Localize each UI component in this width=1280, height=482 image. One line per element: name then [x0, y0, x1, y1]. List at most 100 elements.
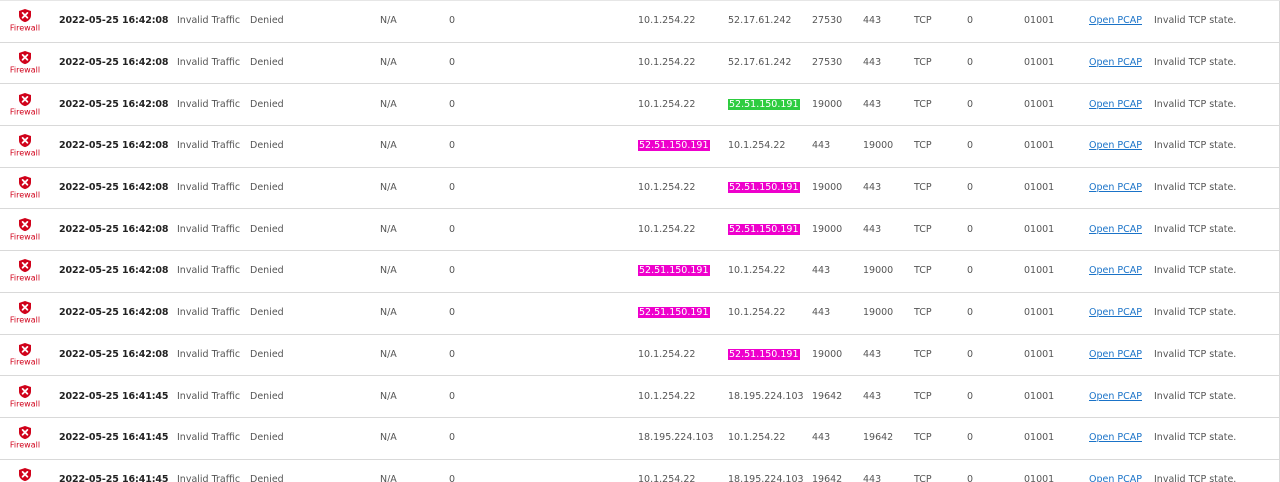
event-type-cell: Firewall — [8, 176, 42, 201]
destination-ip: 10.1.254.22 — [728, 265, 786, 277]
destination-ip: 52.17.61.242 — [728, 57, 792, 69]
table-row[interactable]: Firewall 2022-05-25 16:41:45 Invalid Tra… — [0, 376, 1280, 418]
action: Denied — [250, 57, 284, 69]
source-ip: 10.1.254.22 — [638, 348, 696, 360]
user: N/A — [380, 223, 397, 235]
event-type-cell: Firewall — [8, 467, 42, 482]
table-row[interactable]: Firewall 2022-05-25 16:42:08 Invalid Tra… — [0, 84, 1280, 127]
action: Denied — [250, 432, 284, 444]
open-pcap-link[interactable]: Open PCAP — [1089, 57, 1142, 69]
table-row[interactable]: Firewall 2022-05-25 16:42:08 Invalid Tra… — [0, 334, 1280, 377]
open-pcap-link[interactable]: Open PCAP — [1089, 473, 1142, 482]
firewall-x-icon — [19, 342, 31, 356]
destination-ip: 52.51.150.191 — [728, 98, 800, 110]
category: Invalid Traffic — [177, 223, 241, 235]
user: N/A — [380, 182, 397, 194]
action: Denied — [250, 348, 284, 360]
source-port: 19642 — [812, 390, 843, 402]
count-value: 0 — [449, 57, 456, 69]
firewall-x-icon — [19, 301, 31, 315]
source-ip: 52.51.150.191 — [638, 140, 710, 152]
action: Denied — [250, 307, 284, 319]
source-port: 27530 — [812, 15, 843, 27]
source-ip: 10.1.254.22 — [638, 223, 696, 235]
event-type-label: Firewall — [9, 107, 41, 117]
action: Denied — [250, 182, 284, 194]
user: N/A — [380, 57, 397, 69]
source-ip: 10.1.254.22 — [638, 182, 696, 194]
open-pcap-link[interactable]: Open PCAP — [1089, 182, 1142, 194]
table-row[interactable]: Firewall 2022-05-25 16:42:08 Invalid Tra… — [0, 42, 1280, 85]
event-message: Invalid TCP state. — [1154, 473, 1237, 482]
table-row[interactable]: Firewall 2022-05-25 16:42:08 Invalid Tra… — [0, 126, 1280, 168]
event-message: Invalid TCP state. — [1154, 57, 1237, 69]
source-ip: 10.1.254.22 — [638, 57, 696, 69]
table-row[interactable]: Firewall 2022-05-25 16:41:45 Invalid Tra… — [0, 459, 1280, 482]
event-message: Invalid TCP state. — [1154, 223, 1237, 235]
timestamp: 2022-05-25 16:41:45 — [59, 390, 169, 402]
event-message: Invalid TCP state. — [1154, 98, 1237, 110]
firewall-x-icon — [19, 217, 31, 231]
table-row[interactable]: Firewall 2022-05-25 16:42:08 Invalid Tra… — [0, 1, 1280, 43]
source-port: 19642 — [812, 473, 843, 482]
open-pcap-link[interactable]: Open PCAP — [1089, 98, 1142, 110]
open-pcap-link[interactable]: Open PCAP — [1089, 432, 1142, 444]
timestamp: 2022-05-25 16:42:08 — [59, 140, 169, 152]
table-row[interactable]: Firewall 2022-05-25 16:42:08 Invalid Tra… — [0, 292, 1280, 335]
count-value: 0 — [449, 473, 456, 482]
event-message: Invalid TCP state. — [1154, 348, 1237, 360]
destination-port: 19000 — [863, 265, 894, 277]
protocol: TCP — [914, 307, 932, 319]
open-pcap-link[interactable]: Open PCAP — [1089, 265, 1142, 277]
event-message: Invalid TCP state. — [1154, 432, 1237, 444]
rule-id: 01001 — [1024, 265, 1055, 277]
count-value: 0 — [449, 98, 456, 110]
event-type-cell: Firewall — [8, 134, 42, 159]
rule-id: 01001 — [1024, 348, 1055, 360]
event-message: Invalid TCP state. — [1154, 140, 1237, 152]
source-port: 443 — [812, 265, 831, 277]
timestamp: 2022-05-25 16:42:08 — [59, 15, 169, 27]
open-pcap-link[interactable]: Open PCAP — [1089, 307, 1142, 319]
table-row[interactable]: Firewall 2022-05-25 16:42:08 Invalid Tra… — [0, 167, 1280, 210]
open-pcap-link[interactable]: Open PCAP — [1089, 140, 1142, 152]
open-pcap-link[interactable]: Open PCAP — [1089, 223, 1142, 235]
secondary-value: 0 — [967, 432, 974, 444]
category: Invalid Traffic — [177, 140, 241, 152]
count-value: 0 — [449, 15, 456, 27]
destination-port: 443 — [863, 15, 882, 27]
category: Invalid Traffic — [177, 265, 241, 277]
action: Denied — [250, 473, 284, 482]
destination-port: 443 — [863, 182, 882, 194]
table-row[interactable]: Firewall 2022-05-25 16:41:45 Invalid Tra… — [0, 417, 1280, 460]
table-row[interactable]: Firewall 2022-05-25 16:42:08 Invalid Tra… — [0, 251, 1280, 293]
rule-id: 01001 — [1024, 223, 1055, 235]
action: Denied — [250, 390, 284, 402]
user: N/A — [380, 473, 397, 482]
destination-ip: 18.195.224.103 — [728, 473, 804, 482]
source-ip: 10.1.254.22 — [638, 15, 696, 27]
rule-id: 01001 — [1024, 182, 1055, 194]
open-pcap-link[interactable]: Open PCAP — [1089, 390, 1142, 402]
source-port: 19000 — [812, 98, 843, 110]
event-type-cell: Firewall — [8, 384, 42, 409]
source-port: 443 — [812, 140, 831, 152]
table-row[interactable]: Firewall 2022-05-25 16:42:08 Invalid Tra… — [0, 209, 1280, 252]
open-pcap-link[interactable]: Open PCAP — [1089, 15, 1142, 27]
timestamp: 2022-05-25 16:42:08 — [59, 223, 169, 235]
secondary-value: 0 — [967, 182, 974, 194]
user: N/A — [380, 348, 397, 360]
user: N/A — [380, 140, 397, 152]
category: Invalid Traffic — [177, 348, 241, 360]
timestamp: 2022-05-25 16:42:08 — [59, 182, 169, 194]
firewall-x-icon — [19, 384, 31, 398]
protocol: TCP — [914, 98, 932, 110]
secondary-value: 0 — [967, 15, 974, 27]
event-type-cell: Firewall — [8, 342, 42, 367]
source-port: 19000 — [812, 348, 843, 360]
destination-ip: 10.1.254.22 — [728, 432, 786, 444]
open-pcap-link[interactable]: Open PCAP — [1089, 348, 1142, 360]
event-type-label: Firewall — [9, 23, 41, 33]
count-value: 0 — [449, 348, 456, 360]
destination-ip: 18.195.224.103 — [728, 390, 804, 402]
